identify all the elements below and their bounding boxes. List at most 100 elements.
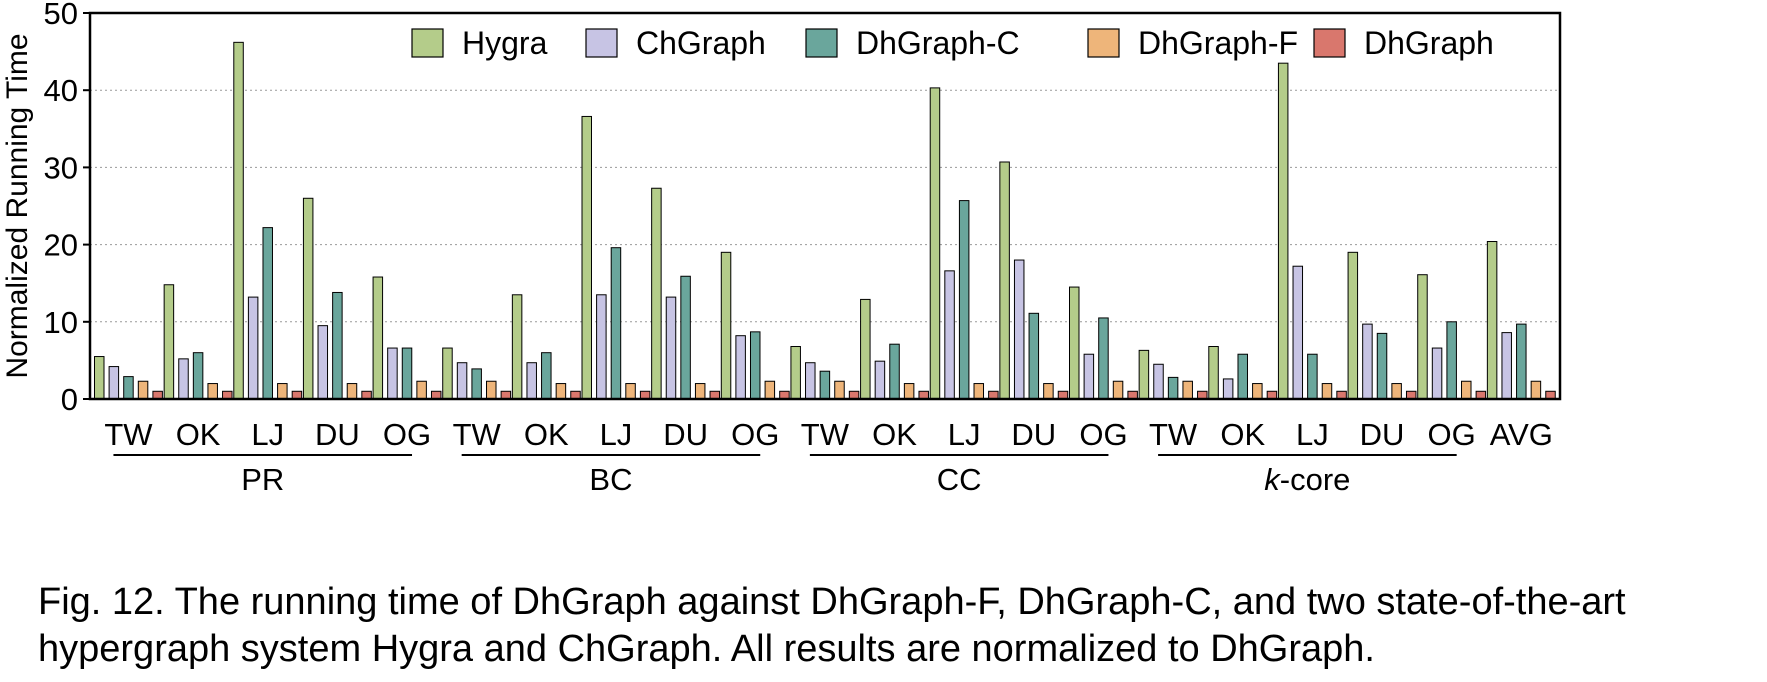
x-tick-label: OK [1220,417,1265,452]
bar-dhgraph-c-avg [1516,323,1527,400]
bar-hygra-du [651,187,662,400]
bar-dhgraph-c-du [1376,332,1388,400]
bar-hygra-ok [1208,346,1219,400]
x-tick-label: DU [1360,417,1405,452]
bar-dhgraph-f-lj [625,383,636,400]
group-label: BC [589,462,632,497]
bar-dhgraph-f-ok [555,383,567,400]
legend-item-dhgraph: DhGraph [1313,25,1494,61]
bar-chgraph-du [665,296,677,400]
bar-dhgraph-f-du [1043,383,1054,400]
legend-label: DhGraph [1364,25,1494,61]
legend-item-dhgraph-f: DhGraph-F [1087,25,1298,61]
bar-dhgraph-f-tw [834,380,845,400]
gridlines [90,89,1560,323]
y-tick-label: 20 [44,228,78,263]
bar-dhgraph-c-ok [192,352,204,400]
x-tick-label: LJ [600,417,633,452]
x-tick-label: DU [315,417,360,452]
bar-chgraph-tw [805,362,816,400]
bar-dhgraph-f-tw [137,380,149,400]
bar-dhgraph-f-ok [207,383,218,400]
bar-chgraph-ok [526,362,537,400]
bar-dhgraph-f-ok [1252,383,1263,400]
bar-dhgraph-f-du [1391,383,1402,400]
bar-chgraph-og [735,335,746,400]
bar-hygra-og [1417,274,1428,400]
bar-dhgraph-f-og [1112,380,1124,400]
bar-chgraph-lj [1292,265,1304,400]
bar-chgraph-og [1431,347,1443,400]
bar-chgraph-ok [874,360,886,400]
x-tick-label: LJ [1296,417,1329,452]
bar-chgraph-tw [1153,363,1164,400]
bar-dhgraph-f-lj [973,383,985,400]
x-tick-label: TW [453,417,502,452]
bar-dhgraph-c-du [332,291,343,400]
bar-dhgraph-c-lj [262,227,273,400]
y-axis: 0 10 20 30 40 50 [44,0,90,417]
bar-dhgraph-f-du [694,383,706,400]
bar-dhgraph-c-og [401,347,413,400]
x-axis: TW OK LJ DU OG TW OK LJ DU OG TW OK LJ DU OG TW OK LJ DU OG… [104,417,1553,497]
legend-swatch [1313,28,1346,58]
bar-dhgraph-f-og [416,380,427,400]
bar-dhgraph-c-tw [1167,376,1179,400]
bar-dhgraph-c-tw [819,370,831,400]
bar-hygra-tw [94,356,105,400]
bar-dhgraph-f-og [1461,380,1472,400]
x-tick-label: OG [1079,417,1127,452]
y-tick-label: 10 [44,305,78,340]
bar-hygra-du [302,197,314,400]
x-tick-label: OG [1428,417,1476,452]
plot-frame [88,11,1562,401]
bar-hygra-og [372,276,384,400]
bar-hygra-lj [1277,62,1289,400]
legend-item-dhgraph-c: DhGraph-C [805,25,1020,61]
y-tick-label: 50 [44,0,78,31]
bar-dhgraph-f-tw [486,380,497,400]
x-tick-label: TW [104,417,153,452]
legend-label: DhGraph-F [1138,25,1298,61]
bar-chgraph-ok [1222,378,1234,400]
bar-dhgraph-c-og [749,331,761,400]
bar-chgraph-avg [1501,332,1512,400]
bar-dhgraph-c-lj [958,200,970,400]
bar-hygra-du [999,161,1010,400]
bar-chgraph-du [1013,259,1025,400]
x-tick-label: DU [663,417,708,452]
bar-dhgraph-f-avg [1530,380,1542,400]
bar-chgraph-og [1083,353,1095,400]
x-tick-label: LJ [251,417,284,452]
bar-chgraph-ok [178,358,189,400]
bar-dhgraph-f-lj [277,383,288,400]
bar-dhgraph-c-tw [123,376,134,400]
bar-dhgraph-f-ok [903,383,915,400]
x-tick-label: TW [1149,417,1198,452]
bar-hygra-tw [790,346,801,400]
bar-hygra-tw [1138,349,1150,400]
bar-dhgraph-f-og [764,380,776,400]
bar-dhgraph-c-lj [610,247,622,400]
legend-label: Hygra [462,25,548,61]
legend-swatch [585,28,618,58]
bar-dhgraph-c-ok [889,343,900,400]
x-tick-label: OK [176,417,221,452]
bar-chgraph-og [387,347,398,400]
group-label: k-core [1264,462,1350,497]
bar-chgraph-du [1362,323,1373,400]
bar-hygra-tw [442,347,453,400]
bar-chgraph-du [317,325,329,400]
x-tick-label: OG [731,417,779,452]
bar-dhgraph-c-tw [471,368,482,400]
bar-dhgraph-c-du [1028,312,1040,400]
y-tick-label: 0 [61,382,78,417]
bar-dhgraph-c-ok [541,352,552,400]
x-tick-label: OG [383,417,431,452]
bar-hygra-lj [233,41,244,400]
group-label: CC [937,462,982,497]
bar-dhgraph-f-lj [1321,383,1333,400]
legend-label: ChGraph [636,25,766,61]
bar-hygra-ok [511,294,523,400]
bar-dhgraph-c-lj [1307,353,1318,400]
